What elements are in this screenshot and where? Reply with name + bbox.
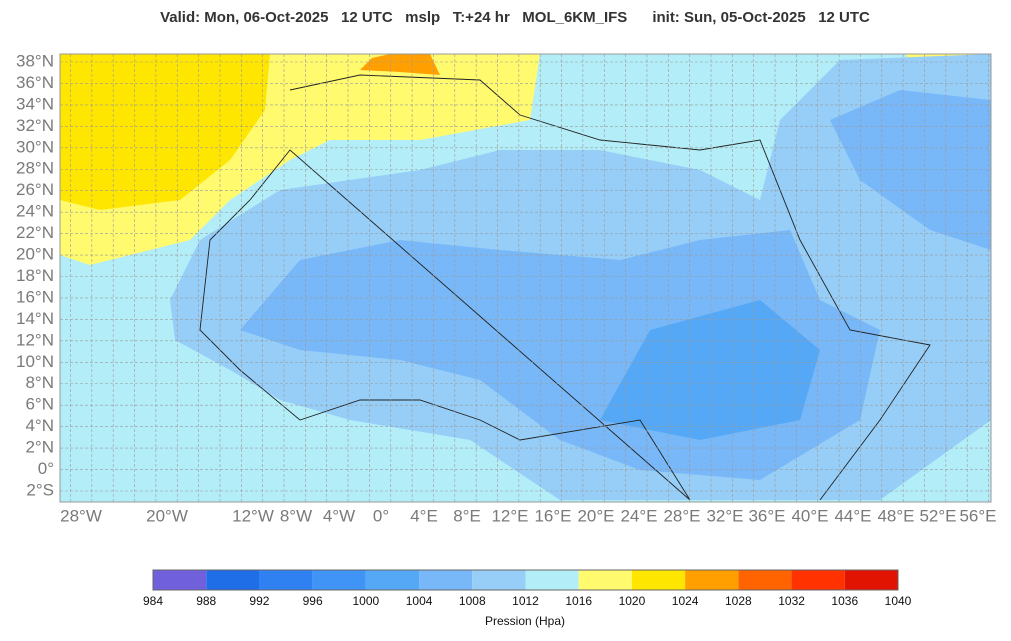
lon-label: 20°E <box>577 506 614 525</box>
colorbar-segment <box>578 570 632 590</box>
colorbar: 984 988 992 996 1000 1004 1008 1012 1016 1020 1024… <box>143 569 912 608</box>
colorbar-segment <box>259 570 313 590</box>
lat-label: 16°N <box>16 287 54 306</box>
colorbar-tick-label: 1032 <box>778 594 805 608</box>
lon-label: 20°W <box>146 506 188 525</box>
lon-label: 28°W <box>60 506 102 525</box>
lon-label: 28°E <box>663 506 700 525</box>
lon-label: 44°E <box>834 506 871 525</box>
lat-label: 20°N <box>16 245 54 264</box>
colorbar-segment <box>738 570 792 590</box>
pressure-zone <box>830 90 991 250</box>
lon-label: 24°E <box>620 506 657 525</box>
lat-label: 24°N <box>16 202 54 221</box>
lon-label: 8°W <box>280 506 312 525</box>
lat-label: 32°N <box>16 116 54 135</box>
colorbar-tick-label: 992 <box>249 594 269 608</box>
lon-label: 12°W <box>232 506 274 525</box>
lat-label: 14°N <box>16 309 54 328</box>
lon-label: 36°E <box>748 506 785 525</box>
lon-label: 4°E <box>410 506 438 525</box>
colorbar-label: Pression (Hpa) <box>485 614 565 628</box>
colorbar-segment <box>525 570 579 590</box>
lat-label: 26°N <box>16 180 54 199</box>
title: Valid: Mon, 06-Oct-2025 12 UTC mslp T:+2… <box>160 9 870 26</box>
lat-label: 30°N <box>16 137 54 156</box>
pressure-zone <box>360 54 440 75</box>
coastline <box>199 74 931 501</box>
colorbar-segment <box>312 570 366 590</box>
colorbar-tick-label: 1024 <box>672 594 699 608</box>
colorbar-tick-label: 1036 <box>831 594 858 608</box>
colorbar-segment <box>631 570 686 590</box>
map <box>60 54 991 502</box>
colorbar-tick-label: 1020 <box>619 594 646 608</box>
lon-label: 0° <box>373 506 389 525</box>
colorbar-segment <box>206 570 260 590</box>
pressure-zone <box>60 54 270 210</box>
lat-label: 2°N <box>25 438 54 457</box>
lat-label: 38°N <box>16 51 54 70</box>
lat-label: 36°N <box>16 73 54 92</box>
lat-label: 22°N <box>16 223 54 242</box>
axis-labels: 38°N 36°N 34°N 32°N 30°N 28°N 26°N 24°N 22°N 20°N… <box>16 51 997 525</box>
colorbar-segment <box>419 570 473 590</box>
lat-label: 10°N <box>16 352 54 371</box>
colorbar-segment <box>153 570 207 590</box>
lat-label: 34°N <box>16 94 54 113</box>
colorbar-tick-label: 996 <box>303 594 323 608</box>
lat-label: 28°N <box>16 159 54 178</box>
colorbar-tick-label: 1004 <box>406 594 433 608</box>
colorbar-segment <box>685 570 739 590</box>
lat-label: 8°N <box>25 373 54 392</box>
colorbar-tick-label: 1012 <box>512 594 539 608</box>
lon-label: 16°E <box>534 506 571 525</box>
colorbar-segment <box>791 570 845 590</box>
lon-label: 40°E <box>791 506 828 525</box>
lat-label: 4°N <box>25 416 54 435</box>
lon-label: 4°W <box>323 506 355 525</box>
colorbar-segment <box>844 570 898 590</box>
lon-label: 12°E <box>491 506 528 525</box>
lat-label: 12°N <box>16 330 54 349</box>
colorbar-segment <box>365 570 420 590</box>
map-frame <box>59 53 992 503</box>
lat-label: 6°N <box>25 395 54 414</box>
colorbar-segment <box>472 570 526 590</box>
lat-label: 2°S <box>26 480 54 499</box>
colorbar-tick-label: 1000 <box>353 594 380 608</box>
lon-label: 52°E <box>919 506 956 525</box>
lon-label: 32°E <box>706 506 743 525</box>
colorbar-tick-label: 1040 <box>885 594 912 608</box>
grid <box>60 54 991 502</box>
colorbar-tick-label: 1016 <box>565 594 592 608</box>
lat-label: 18°N <box>16 266 54 285</box>
colorbar-frame <box>152 569 899 591</box>
lon-label: 48°E <box>877 506 914 525</box>
colorbar-tick-label: 1028 <box>725 594 752 608</box>
lon-label: 8°E <box>453 506 481 525</box>
lon-label: 56°E <box>959 506 996 525</box>
colorbar-tick-label: 1008 <box>459 594 486 608</box>
lat-label: 0° <box>38 459 54 478</box>
colorbar-tick-label: 984 <box>143 594 163 608</box>
colorbar-tick-label: 988 <box>196 594 216 608</box>
